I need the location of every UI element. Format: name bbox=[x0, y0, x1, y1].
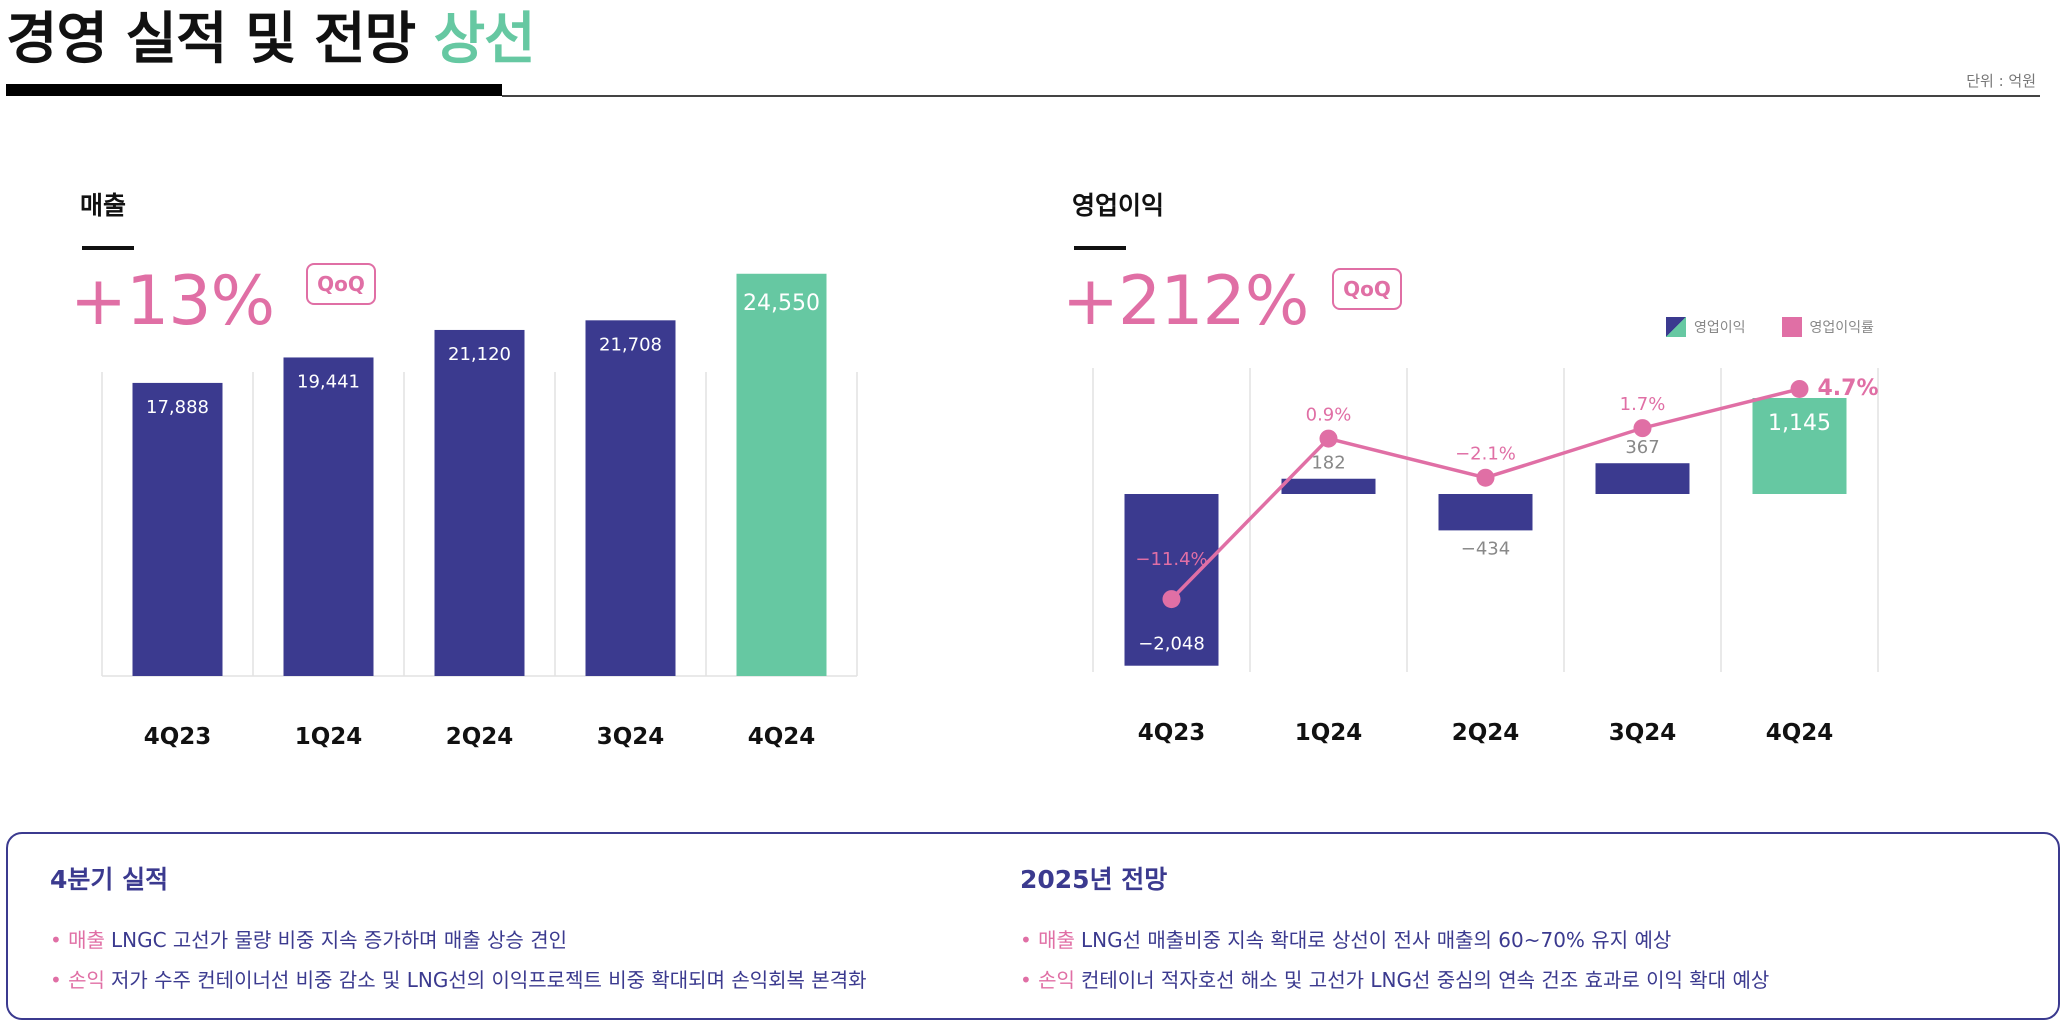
summary-right-row-profit: • 손익 컨테이너 적자호선 해소 및 고선가 LNG선 중심의 연속 건조 효과… bbox=[1020, 960, 1769, 1000]
revenue-title: 매출 bbox=[80, 191, 127, 220]
op-income-value-label: 367 bbox=[1625, 437, 1659, 458]
legend-bar-swatch-icon bbox=[1666, 317, 1686, 337]
chart-legend: 영업이익 영업이익률 bbox=[1666, 317, 1874, 337]
summary-right-heading: 2025년 전망 bbox=[1020, 865, 1168, 894]
op-income-bar bbox=[1124, 494, 1219, 666]
row-text: 저가 수주 컨테이너선 비중 감소 및 LNG선의 이익프로젝트 비중 확대되며… bbox=[110, 968, 867, 992]
row-label: • 손익 bbox=[1020, 968, 1075, 992]
summary-left-heading: 4분기 실적 bbox=[50, 865, 169, 894]
op-margin-point bbox=[1790, 379, 1809, 398]
op-margin-point bbox=[1319, 429, 1338, 448]
op-margin-label: 1.7% bbox=[1620, 394, 1666, 415]
op-income-value-label: 182 bbox=[1311, 453, 1345, 474]
revenue-bar bbox=[283, 357, 374, 676]
revenue-value-label: 21,120 bbox=[448, 344, 511, 365]
op-income-category-label: 2Q24 bbox=[1452, 720, 1520, 746]
summary-right: 2025년 전망 • 매출 LNG선 매출비중 지속 확대로 상선이 전사 매출의… bbox=[1020, 860, 1769, 1000]
page-title: 경영 실적 및 전망 상선 bbox=[6, 4, 536, 76]
op-income-category-label: 3Q24 bbox=[1609, 720, 1677, 746]
row-label: • 손익 bbox=[50, 968, 105, 992]
op-income-category-label: 4Q23 bbox=[1138, 720, 1206, 746]
revenue-bar bbox=[585, 320, 676, 676]
revenue-bar bbox=[132, 382, 223, 676]
op-margin-label: 4.7% bbox=[1818, 376, 1879, 401]
title-underline-bar bbox=[6, 84, 502, 96]
op-income-category-label: 4Q24 bbox=[1766, 720, 1834, 746]
op-income-title: 영업이익 bbox=[1072, 191, 1165, 220]
op-income-bar bbox=[1281, 478, 1376, 494]
revenue-value-label: 19,441 bbox=[297, 371, 360, 392]
op-margin-label: 0.9% bbox=[1306, 405, 1352, 426]
revenue-value-label: 21,708 bbox=[599, 334, 662, 355]
op-income-category-label: 1Q24 bbox=[1295, 720, 1363, 746]
revenue-category-label: 4Q24 bbox=[748, 724, 816, 750]
op-income-value-label: −2,048 bbox=[1138, 634, 1205, 655]
op-income-title-dash bbox=[1074, 246, 1126, 250]
row-text: 컨테이너 적자호선 해소 및 고선가 LNG선 중심의 연속 건조 효과로 이익… bbox=[1080, 968, 1770, 992]
row-text: LNGC 고선가 물량 비중 지속 증가하며 매출 상승 견인 bbox=[110, 928, 567, 952]
op-income-value-label: 1,145 bbox=[1768, 411, 1831, 436]
op-income-bar bbox=[1595, 463, 1690, 494]
revenue-value-label: 24,550 bbox=[743, 291, 820, 316]
op-margin-point bbox=[1476, 468, 1495, 487]
revenue-qoq-badge: QoQ bbox=[306, 263, 376, 305]
summary-box: 4분기 실적 • 매출 LNGC 고선가 물량 비중 지속 증가하며 매출 상승 … bbox=[6, 832, 2060, 1020]
legend-bar-label: 영업이익 bbox=[1694, 320, 1746, 336]
op-margin-point bbox=[1633, 419, 1652, 438]
revenue-category-label: 1Q24 bbox=[295, 724, 363, 750]
revenue-title-dash bbox=[82, 246, 134, 250]
op-income-value-label: −434 bbox=[1461, 538, 1510, 559]
op-income-bar bbox=[1438, 494, 1533, 531]
page-title-main: 경영 실적 및 전망 bbox=[6, 7, 416, 72]
op-income-change: +212% bbox=[1062, 262, 1309, 341]
op-margin-label: −11.4% bbox=[1135, 549, 1207, 570]
op-margin-point bbox=[1162, 590, 1181, 609]
header-divider bbox=[502, 95, 2040, 97]
op-income-qoq-badge: QoQ bbox=[1332, 268, 1402, 310]
row-text: LNG선 매출비중 지속 확대로 상선이 전사 매출의 60~70% 유지 예상 bbox=[1080, 928, 1672, 952]
summary-left: 4분기 실적 • 매출 LNGC 고선가 물량 비중 지속 증가하며 매출 상승 … bbox=[50, 860, 867, 1000]
page-title-accent: 상선 bbox=[433, 7, 536, 72]
revenue-category-label: 3Q24 bbox=[597, 724, 665, 750]
revenue-change: +13% bbox=[70, 262, 275, 341]
summary-right-row-revenue: • 매출 LNG선 매출비중 지속 확대로 상선이 전사 매출의 60~70% 유… bbox=[1020, 920, 1769, 960]
revenue-value-label: 17,888 bbox=[146, 397, 209, 418]
unit-label: 단위 : 억원 bbox=[1966, 72, 2036, 90]
legend-line-label: 영업이익률 bbox=[1809, 320, 1874, 336]
op-income-bar bbox=[1752, 398, 1847, 494]
op-margin-label: −2.1% bbox=[1455, 444, 1516, 465]
revenue-category-label: 2Q24 bbox=[446, 724, 514, 750]
revenue-bar bbox=[434, 329, 525, 676]
revenue-category-label: 4Q23 bbox=[144, 724, 212, 750]
legend-line-swatch-icon bbox=[1781, 317, 1802, 337]
summary-left-row-profit: • 손익 저가 수주 컨테이너선 비중 감소 및 LNG선의 이익프로젝트 비중 … bbox=[50, 960, 867, 1000]
revenue-bar bbox=[736, 273, 827, 676]
row-label: • 매출 bbox=[1020, 928, 1075, 952]
row-label: • 매출 bbox=[50, 928, 105, 952]
summary-left-row-revenue: • 매출 LNGC 고선가 물량 비중 지속 증가하며 매출 상승 견인 bbox=[50, 920, 867, 960]
